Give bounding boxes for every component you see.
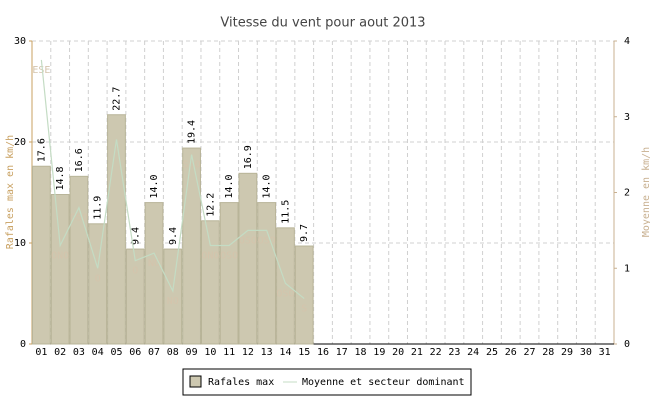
bar [125,248,145,345]
x-tick-label: 30 [580,347,592,358]
bar [107,114,126,345]
x-tick-label: 16 [317,347,329,358]
x-tick-label: 13 [261,347,273,358]
direction-label: ESE [32,65,50,76]
x-tick-label: 14 [279,347,291,358]
y-axis-label: Rafales max en km/h [5,135,16,249]
direction-label: OSO [276,288,294,299]
x-tick-label: 20 [392,347,404,358]
bar [50,194,70,345]
y2-tick-label: 3 [624,112,630,123]
bar [219,202,239,345]
direction-label: OSO [70,213,88,224]
direction-label: OSO [220,251,238,262]
direction-label: NO [148,258,160,269]
data-label: 11.5 [280,200,291,224]
data-label: 16.6 [74,148,85,172]
bar [276,227,295,345]
x-tick-label: 22 [430,347,442,358]
y2-axis-label: Moyenne en km/h [641,147,650,237]
direction-label: OSO [258,235,276,246]
x-tick-label: 31 [599,347,611,358]
x-tick-label: 03 [73,347,85,358]
data-label: 14.8 [55,166,66,190]
x-tick-label: 08 [167,347,179,358]
x-tick-label: 04 [92,347,104,358]
y-tick-label: 20 [14,137,26,148]
x-tick-label: 10 [204,347,216,358]
x-tick-label: 25 [486,347,498,358]
direction-label: ONO [51,251,69,262]
x-tick-label: 26 [505,347,517,358]
data-label: 14.0 [149,175,160,199]
y2-tick-label: 1 [624,263,630,274]
x-tick-label: 24 [467,347,479,358]
x-tick-label: 19 [373,347,385,358]
x-tick-label: 07 [148,347,160,358]
direction-label: S [301,304,307,315]
bar [200,220,220,345]
data-label: 16.9 [243,145,254,169]
x-tick-label: 23 [448,347,460,358]
direction-label: OSO [239,235,257,246]
bar [32,165,51,345]
direction-label: O [95,273,101,284]
data-label: 9.4 [168,227,179,245]
x-tick-label: 28 [542,347,554,358]
x-tick-label: 11 [223,347,235,358]
x-tick-label: 05 [110,347,122,358]
x-tick-label: 01 [35,347,47,358]
legend-label: Moyenne et secteur dominant [302,377,465,388]
x-tick-label: 02 [54,347,66,358]
bar [257,202,277,345]
data-label: 12.2 [205,193,216,217]
data-label: 11.9 [93,196,104,220]
legend-box [182,368,472,396]
x-tick-label: 17 [336,347,348,358]
y2-tick-label: 0 [624,339,630,350]
y-tick-label: 0 [20,339,26,350]
y-tick-label: 10 [14,238,26,249]
x-tick-label: 09 [186,347,198,358]
x-tick-label: 29 [561,347,573,358]
direction-label: SSO [183,160,201,171]
bar [144,202,164,345]
x-tick-label: 18 [355,347,367,358]
legend-swatch [189,375,202,388]
bar [182,147,201,345]
y-tick-label: 30 [14,36,26,47]
x-tick-label: 12 [242,347,254,358]
x-tick-label: 15 [298,347,310,358]
data-label: 17.6 [36,138,47,162]
data-label: 22.7 [111,87,122,111]
bar [294,245,314,345]
y2-tick-label: 4 [624,36,630,47]
bar [163,248,183,345]
direction-label: O [132,266,138,277]
data-label: 19.4 [187,120,198,144]
bar [238,172,258,345]
data-label: 14.0 [224,175,235,199]
data-label: 9.4 [130,227,141,245]
y2-tick-label: 2 [624,188,630,199]
line [40,59,305,300]
x-tick-label: 27 [523,347,535,358]
direction-label: NO [167,296,179,307]
chart-title: Vitesse du vent pour aout 2013 [220,16,425,31]
bar [69,175,89,345]
data-label: 9.7 [299,224,310,242]
x-tick-label: 06 [129,347,141,358]
legend-label: Rafales max [208,377,274,388]
data-label: 14.0 [262,175,273,199]
direction-label: ONO [201,251,219,262]
x-tick-label: 21 [411,347,423,358]
